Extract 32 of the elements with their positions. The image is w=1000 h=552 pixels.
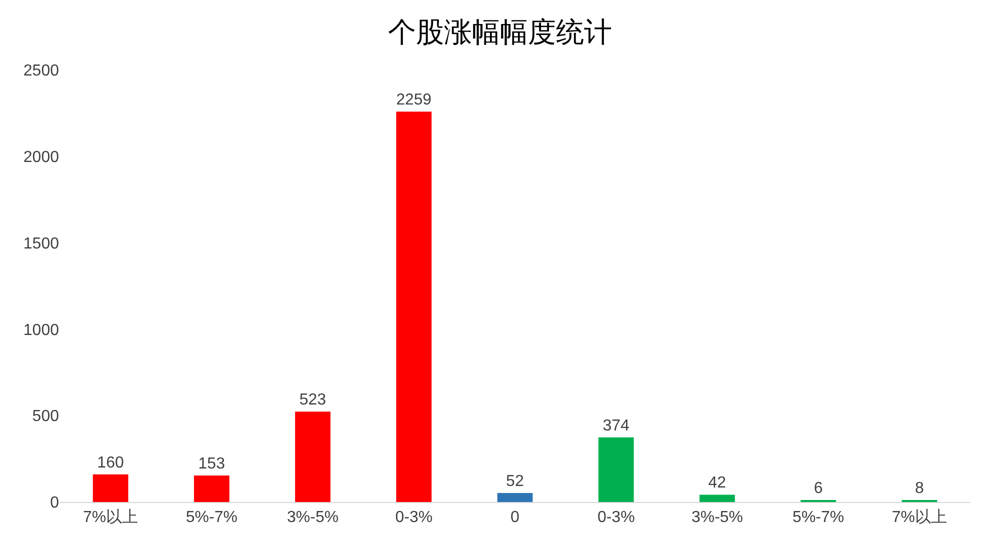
bar [92,474,128,502]
bar [598,437,634,502]
data-label: 374 [602,417,630,434]
x-tick-label: 0-3% [597,509,635,526]
data-label: 42 [708,474,726,492]
y-tick-label: 0 [50,494,60,512]
chart-title: 个股涨幅幅度统计 [388,16,612,48]
bar [194,476,230,502]
data-label: 52 [506,473,524,490]
bar [396,112,432,502]
bar [295,412,330,502]
x-tick-label: 0 [510,509,520,526]
x-tick-label: 5%-7% [186,509,238,526]
y-tick-label: 500 [32,408,60,426]
y-tick-label: 2000 [23,149,60,166]
x-tick-label: 3%-5% [691,509,744,526]
x-tick-label: 7%以上 [892,508,948,526]
bar [497,493,533,502]
y-tick-label: 1500 [23,235,60,252]
data-label: 8 [914,480,924,497]
data-label: 523 [299,392,326,409]
data-label: 2259 [396,92,432,109]
y-tick-label: 1000 [23,322,60,339]
x-tick-label: 0-3% [395,509,433,526]
bar [700,494,735,502]
x-tick-label: 5%-7% [792,509,844,526]
y-tick-label: 2500 [23,62,60,80]
data-label: 160 [97,454,124,472]
data-label: 6 [814,480,823,497]
x-tick-label: 7%以上 [82,508,138,526]
x-tick-label: 3%-5% [286,509,339,526]
data-label: 153 [198,456,226,473]
